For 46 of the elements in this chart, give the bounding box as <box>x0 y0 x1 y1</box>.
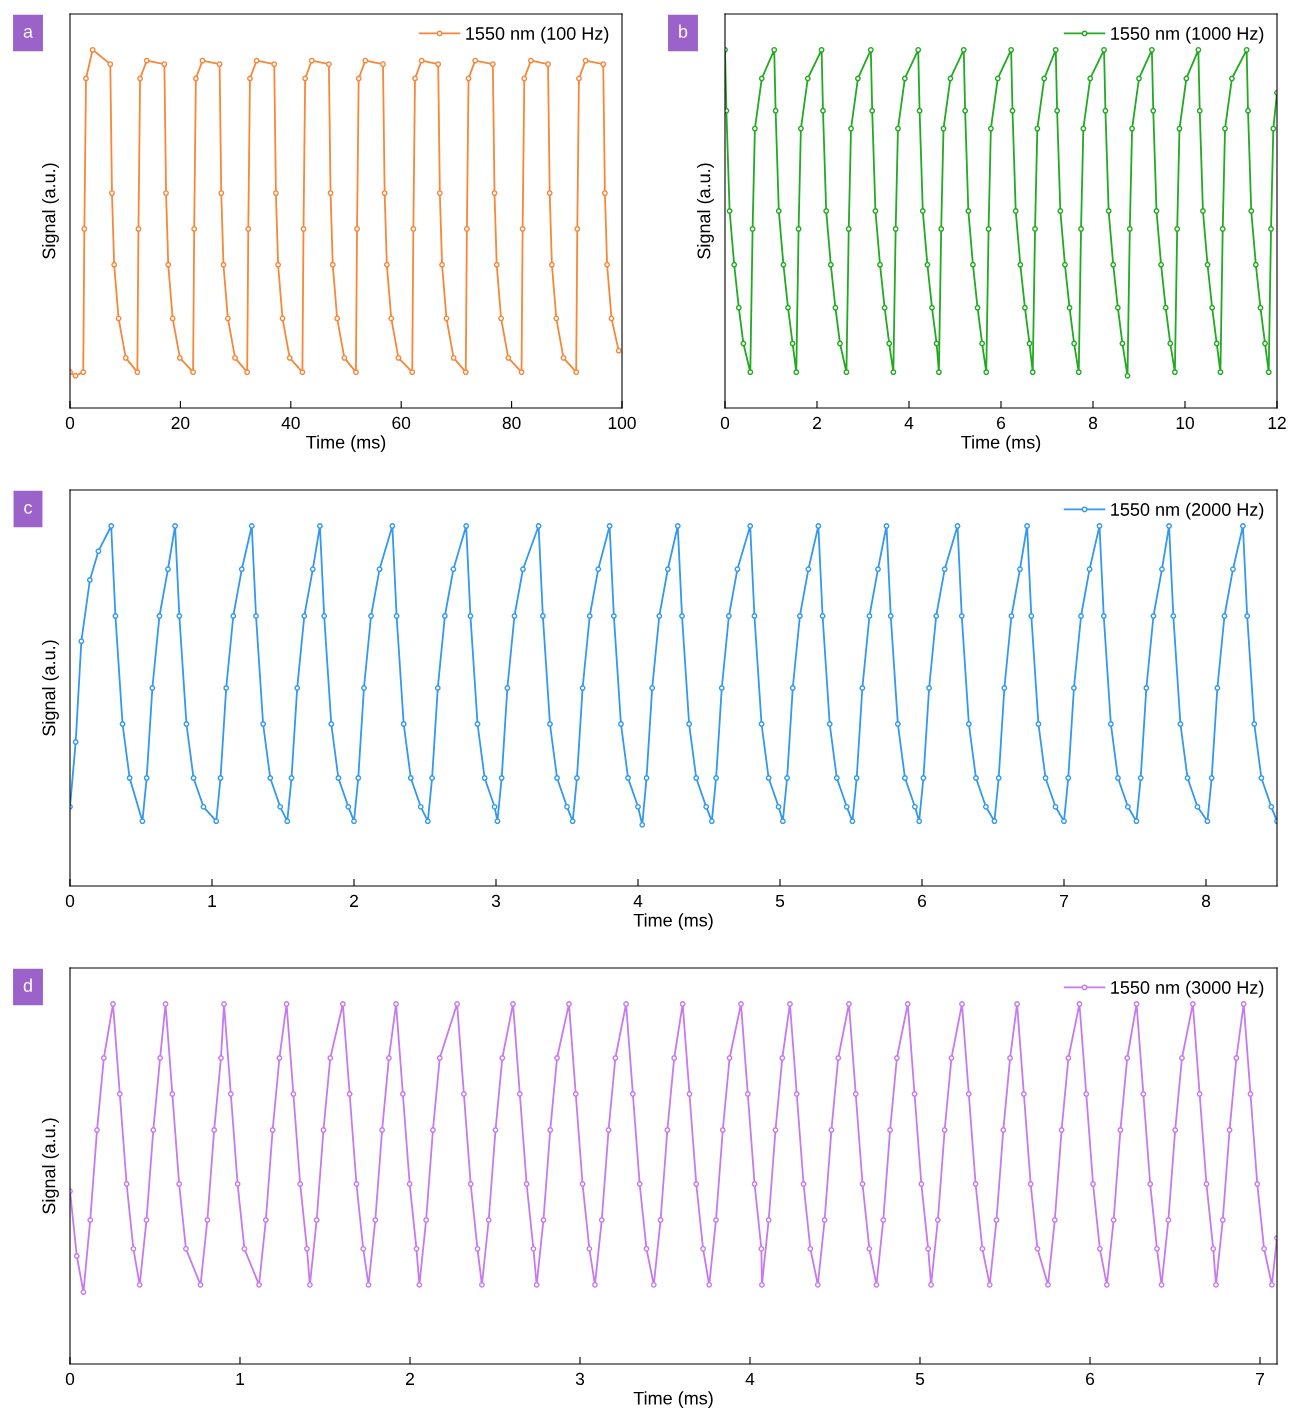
legend-label: 1550 nm (3000 Hz) <box>1111 980 1264 998</box>
x-tick-label: 2 <box>406 1372 414 1385</box>
x-tick-label: 2 <box>350 894 358 907</box>
text: c <box>24 503 33 514</box>
x-tick-label: 0 <box>65 1372 75 1386</box>
x-tick-label: 6 <box>997 416 1006 430</box>
x-tick-label: 7 <box>1256 1372 1264 1385</box>
y-axis-title: Signal (a.u.) <box>697 163 714 259</box>
x-tick-label: 8 <box>1088 416 1098 430</box>
legend-label: 1550 nm (1000 Hz) <box>1111 26 1264 44</box>
x-tick-label: 60 <box>392 416 411 430</box>
x-tick-label: 7 <box>1060 894 1068 907</box>
x-axis-title: Time (ms) <box>306 435 386 453</box>
x-tick-label: 4 <box>633 894 643 907</box>
text: b <box>679 24 688 38</box>
x-tick-label: 12 <box>1268 416 1286 429</box>
x-tick-label: 10 <box>1176 416 1194 430</box>
x-tick-label: 3 <box>575 1372 585 1386</box>
legend-label: 1550 nm (2000 Hz) <box>1111 502 1264 520</box>
x-tick-label: 1 <box>208 894 216 907</box>
x-tick-label: 3 <box>491 894 501 908</box>
x-tick-label: 80 <box>502 416 521 430</box>
x-tick-label: 0 <box>720 416 730 430</box>
x-axis-title: Time (ms) <box>633 1391 713 1409</box>
x-tick-label: 6 <box>1086 1372 1095 1386</box>
x-axis-title: Time (ms) <box>633 913 713 931</box>
x-tick-label: 20 <box>171 416 190 430</box>
x-tick-label: 6 <box>918 894 927 908</box>
x-tick-label: 1 <box>236 1372 244 1385</box>
x-tick-label: 4 <box>904 416 914 429</box>
x-tick-label: 2 <box>813 416 821 429</box>
text: d <box>23 978 32 992</box>
x-tick-label: 8 <box>1201 894 1211 908</box>
legend-label: 1550 nm (100 Hz) <box>466 26 609 44</box>
x-tick-label: 100 <box>608 416 636 430</box>
text: a <box>23 27 34 38</box>
x-tick-label: 5 <box>915 1372 925 1386</box>
x-tick-label: 0 <box>65 894 75 908</box>
y-axis-title: Signal (a.u.) <box>42 640 59 736</box>
x-tick-label: 0 <box>65 416 75 430</box>
x-tick-label: 4 <box>745 1372 755 1385</box>
x-tick-label: 5 <box>775 894 785 908</box>
y-axis-title: Signal (a.u.) <box>42 163 59 259</box>
x-axis-title: Time (ms) <box>961 435 1041 453</box>
y-axis-title: Signal (a.u.) <box>42 1118 59 1214</box>
x-tick-label: 40 <box>281 416 300 430</box>
